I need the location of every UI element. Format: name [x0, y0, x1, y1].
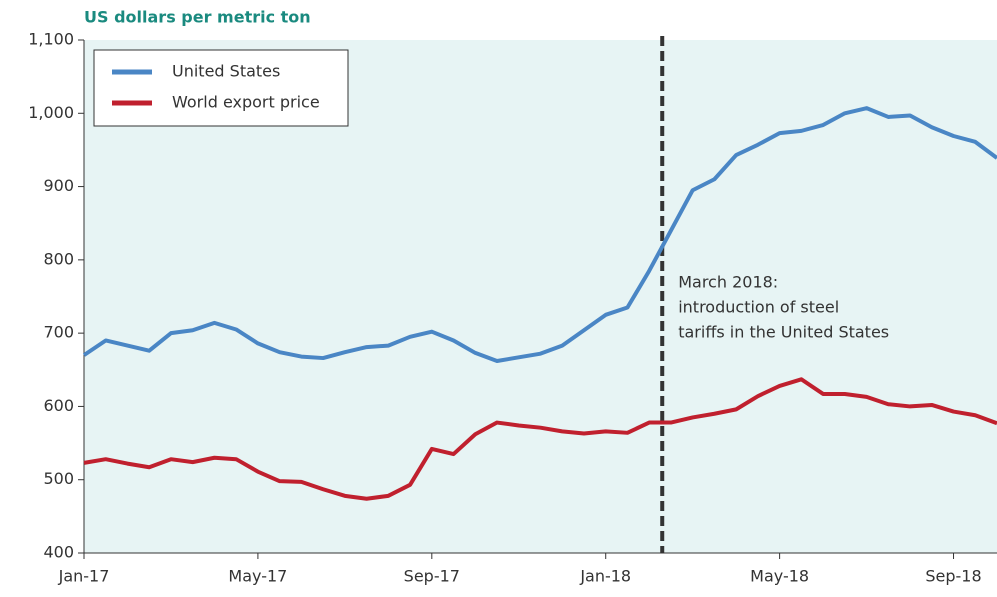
annotation-text: March 2018: [678, 273, 778, 292]
legend-box [93, 49, 349, 127]
y-tick-label: 900 [43, 176, 74, 195]
y-tick-label: 400 [43, 543, 74, 562]
y-tick-label: 1,000 [28, 103, 74, 122]
legend-label: World export price [172, 93, 320, 112]
y-tick-label: 700 [43, 323, 74, 342]
y-axis-label: US dollars per metric ton [84, 8, 311, 27]
y-tick-label: 500 [43, 469, 74, 488]
x-tick-label: May-18 [750, 567, 809, 586]
x-tick-label: Jan-17 [58, 567, 110, 586]
line [83, 377, 997, 501]
annotation-text: introduction of steel [678, 298, 839, 317]
x-tick-label: Jan-18 [579, 567, 631, 586]
y-tick-label: 600 [43, 396, 74, 415]
x-tick-label: Sep-17 [404, 567, 460, 586]
y-tick-label: 1,100 [28, 30, 74, 49]
legend-label: United States [172, 62, 280, 81]
x-tick-label: Sep-18 [925, 567, 981, 586]
line [82, 106, 997, 363]
annotation-text: tariffs in the United States [678, 323, 889, 342]
y-tick-label: 800 [43, 249, 74, 268]
x-tick-label: May-17 [228, 567, 287, 586]
